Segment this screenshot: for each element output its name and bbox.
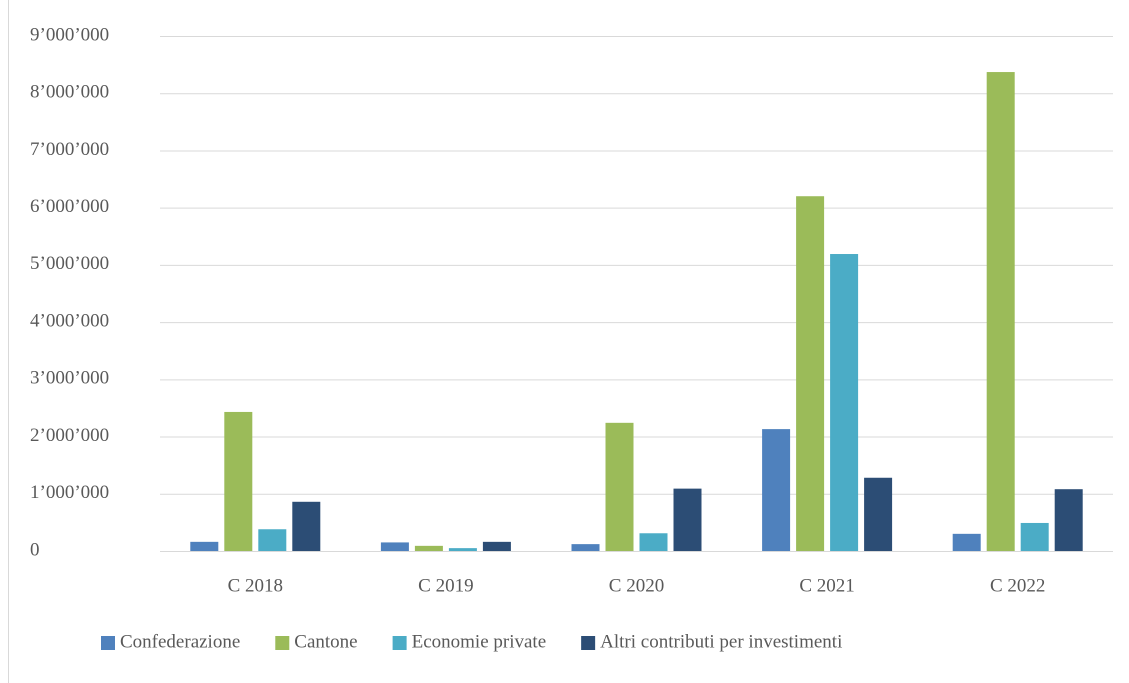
y-tick-label: 2’000’000 [30, 425, 109, 446]
bar [986, 72, 1015, 552]
y-tick-label: 7’000’000 [30, 139, 109, 160]
y-tick-label: 8’000’000 [30, 82, 109, 103]
bar [414, 545, 443, 551]
bar [673, 488, 702, 551]
x-tick-label: C 2021 [799, 575, 854, 596]
bar [224, 411, 253, 551]
bar [1054, 489, 1083, 551]
bar [292, 501, 321, 551]
legend-swatch [581, 636, 596, 650]
y-tick-label: 6’000’000 [30, 196, 109, 217]
x-tick-label: C 2018 [228, 575, 283, 596]
legend-label: Confederazione [120, 631, 240, 652]
bar [952, 533, 981, 551]
legend-label: Cantone [294, 631, 357, 652]
y-tick-label: 4’000’000 [30, 310, 109, 331]
x-tick-label: C 2020 [609, 575, 664, 596]
bar [864, 477, 893, 551]
bar [796, 196, 825, 551]
bar [830, 254, 859, 551]
y-tick-label: 5’000’000 [30, 253, 109, 274]
y-tick-label: 1’000’000 [30, 482, 109, 503]
bar [258, 529, 287, 551]
legend-label: Economie private [412, 631, 547, 652]
bar [639, 533, 668, 551]
bar [448, 548, 477, 551]
bar [605, 422, 634, 551]
legend-swatch [275, 636, 290, 650]
x-tick-label: C 2019 [418, 575, 473, 596]
y-tick-label: 3’000’000 [30, 368, 109, 389]
legend-swatch [101, 636, 115, 650]
bar [571, 544, 600, 551]
legend-label: Altri contributi per investimenti [600, 631, 842, 652]
bar [1020, 522, 1049, 551]
bar [380, 542, 409, 551]
y-tick-label: 9’000’000 [30, 24, 109, 45]
bar [482, 541, 511, 551]
bar [762, 429, 791, 551]
legend-swatch [392, 636, 407, 650]
y-tick-label: 0 [30, 539, 40, 560]
x-tick-label: C 2022 [990, 575, 1045, 596]
bar [190, 541, 219, 551]
